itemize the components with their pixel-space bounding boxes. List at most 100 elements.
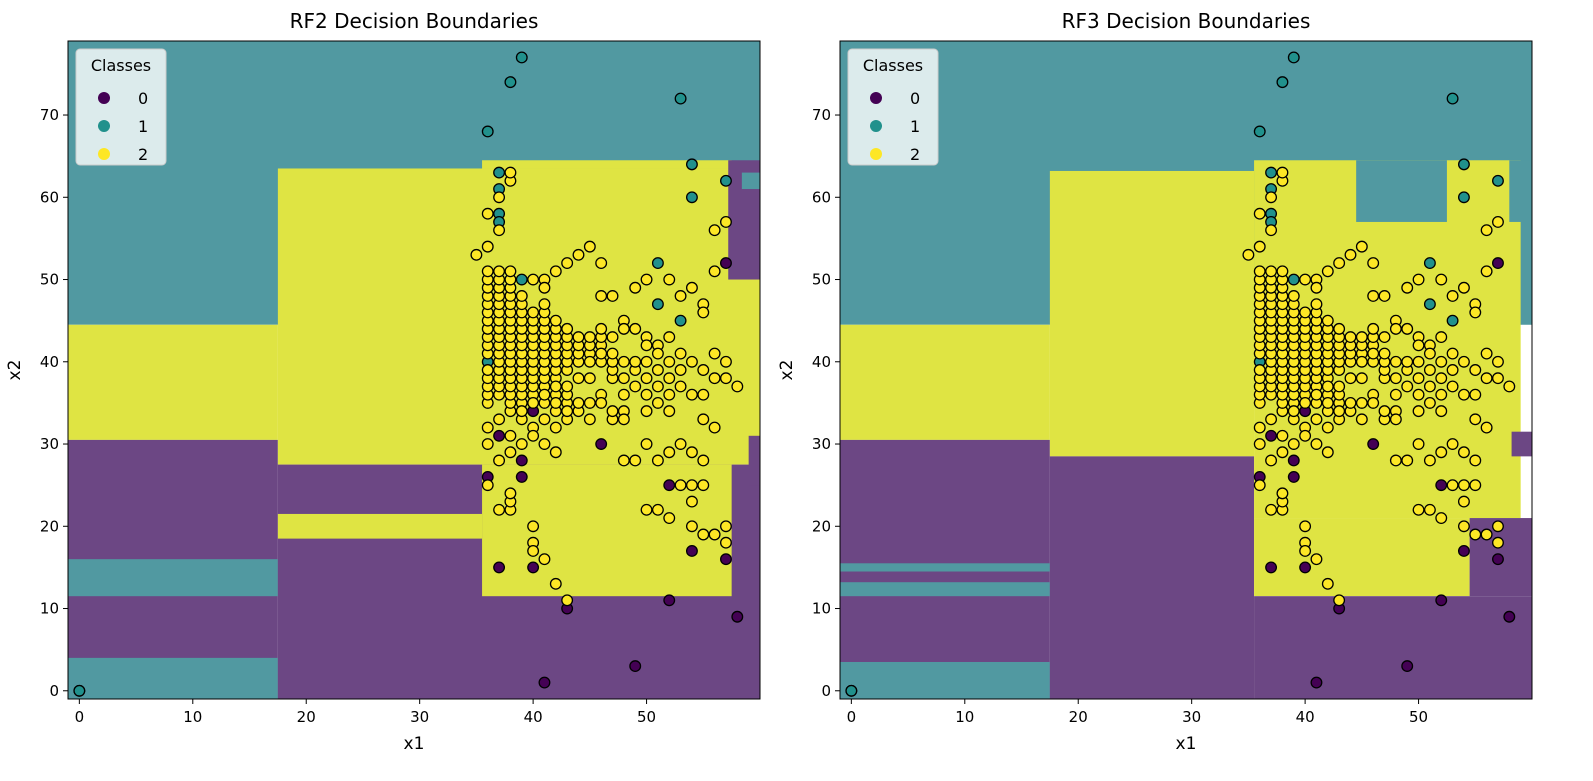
region-class-2 — [277, 513, 483, 539]
point-class-2 — [629, 380, 642, 393]
point-class-2 — [640, 273, 653, 286]
point-class-0 — [731, 610, 744, 623]
point-class-2 — [1480, 372, 1493, 385]
point-class-1 — [685, 191, 698, 204]
point-class-0 — [1265, 429, 1278, 442]
region-class-1 — [1356, 160, 1447, 222]
point-class-0 — [493, 561, 506, 574]
point-class-2 — [1469, 306, 1482, 319]
point-class-0 — [1299, 561, 1312, 574]
point-class-0 — [527, 561, 540, 574]
point-class-2 — [1265, 454, 1278, 467]
legend-title: Classes — [91, 56, 151, 75]
point-class-0 — [1310, 676, 1323, 689]
point-class-2 — [549, 396, 562, 409]
point-class-1 — [674, 314, 687, 327]
point-class-2 — [674, 364, 687, 376]
point-class-0 — [1435, 479, 1448, 492]
point-class-2 — [595, 396, 608, 409]
point-class-2 — [629, 281, 642, 294]
point-class-2 — [697, 388, 710, 401]
point-class-2 — [1287, 438, 1300, 450]
point-class-2 — [1265, 503, 1278, 516]
point-class-2 — [651, 380, 664, 393]
point-class-2 — [674, 347, 687, 360]
point-class-1 — [651, 298, 664, 311]
region-class-2 — [1254, 518, 1470, 597]
point-class-2 — [1276, 446, 1289, 459]
point-class-1 — [515, 273, 528, 286]
x-tick-label: 50 — [637, 708, 656, 726]
point-class-2 — [583, 240, 596, 253]
y-tick-label: 0 — [49, 682, 59, 700]
point-class-2 — [1276, 166, 1289, 179]
legend-box — [847, 48, 939, 166]
region-class-2 — [1049, 170, 1255, 457]
point-class-2 — [493, 265, 506, 278]
point-class-1 — [1457, 158, 1470, 171]
scatter-points — [73, 51, 744, 697]
point-class-2 — [504, 166, 517, 179]
point-class-2 — [720, 372, 732, 385]
point-class-2 — [663, 446, 676, 459]
point-class-1 — [504, 76, 517, 89]
point-class-2 — [663, 372, 676, 385]
point-class-0 — [720, 257, 732, 270]
point-class-2 — [561, 594, 574, 607]
legend: Classes 0 1 2 — [847, 48, 939, 166]
point-class-2 — [595, 290, 608, 302]
point-class-2 — [629, 322, 642, 335]
region-class-1 — [840, 563, 1050, 572]
legend-marker-1 — [870, 120, 882, 132]
axes-frame — [839, 40, 1533, 700]
x-tick-label: 30 — [1182, 708, 1201, 726]
legend-label: 0 — [910, 89, 920, 108]
region-class-2 — [840, 324, 1050, 440]
legend-label: 2 — [910, 145, 920, 164]
point-class-2 — [1310, 553, 1323, 566]
region-class-0 — [748, 435, 760, 486]
point-class-2 — [606, 347, 619, 360]
point-class-2 — [617, 413, 630, 426]
point-class-2 — [1253, 207, 1266, 220]
point-class-1 — [1287, 51, 1300, 64]
point-class-2 — [1492, 536, 1504, 549]
y-tick-label: 10 — [40, 600, 59, 618]
point-class-2 — [1253, 479, 1266, 492]
point-class-1 — [1423, 257, 1436, 270]
point-class-2 — [549, 380, 562, 393]
point-class-2 — [1333, 322, 1346, 335]
point-class-2 — [697, 528, 710, 541]
point-class-2 — [1321, 421, 1334, 434]
point-class-2 — [708, 224, 721, 237]
y-axis-label: x2 — [777, 360, 797, 381]
y-tick-label: 50 — [40, 271, 59, 289]
point-class-2 — [572, 372, 585, 385]
point-class-2 — [663, 512, 676, 525]
point-class-2 — [1333, 405, 1346, 418]
point-class-2 — [685, 446, 698, 459]
point-class-2 — [549, 421, 562, 434]
point-class-2 — [1435, 388, 1448, 401]
x-axis-label: x1 — [404, 734, 425, 754]
point-class-2 — [640, 355, 653, 368]
point-class-2 — [663, 331, 676, 344]
x-tick-label: 20 — [297, 708, 316, 726]
legend-marker-0 — [98, 92, 110, 104]
point-class-2 — [538, 438, 551, 450]
y-tick-label: 30 — [812, 435, 831, 453]
point-class-2 — [1401, 454, 1414, 467]
point-class-2 — [583, 331, 596, 344]
point-class-2 — [527, 545, 540, 557]
point-class-0 — [685, 545, 698, 557]
point-class-2 — [1367, 396, 1380, 409]
point-class-2 — [481, 479, 494, 492]
point-class-0 — [1503, 610, 1516, 623]
point-class-2 — [617, 322, 630, 335]
point-class-2 — [572, 248, 585, 261]
point-class-2 — [1492, 520, 1504, 533]
point-class-2 — [1492, 372, 1504, 385]
point-class-2 — [1480, 528, 1493, 541]
point-class-2 — [1344, 331, 1357, 344]
point-class-2 — [697, 454, 710, 467]
